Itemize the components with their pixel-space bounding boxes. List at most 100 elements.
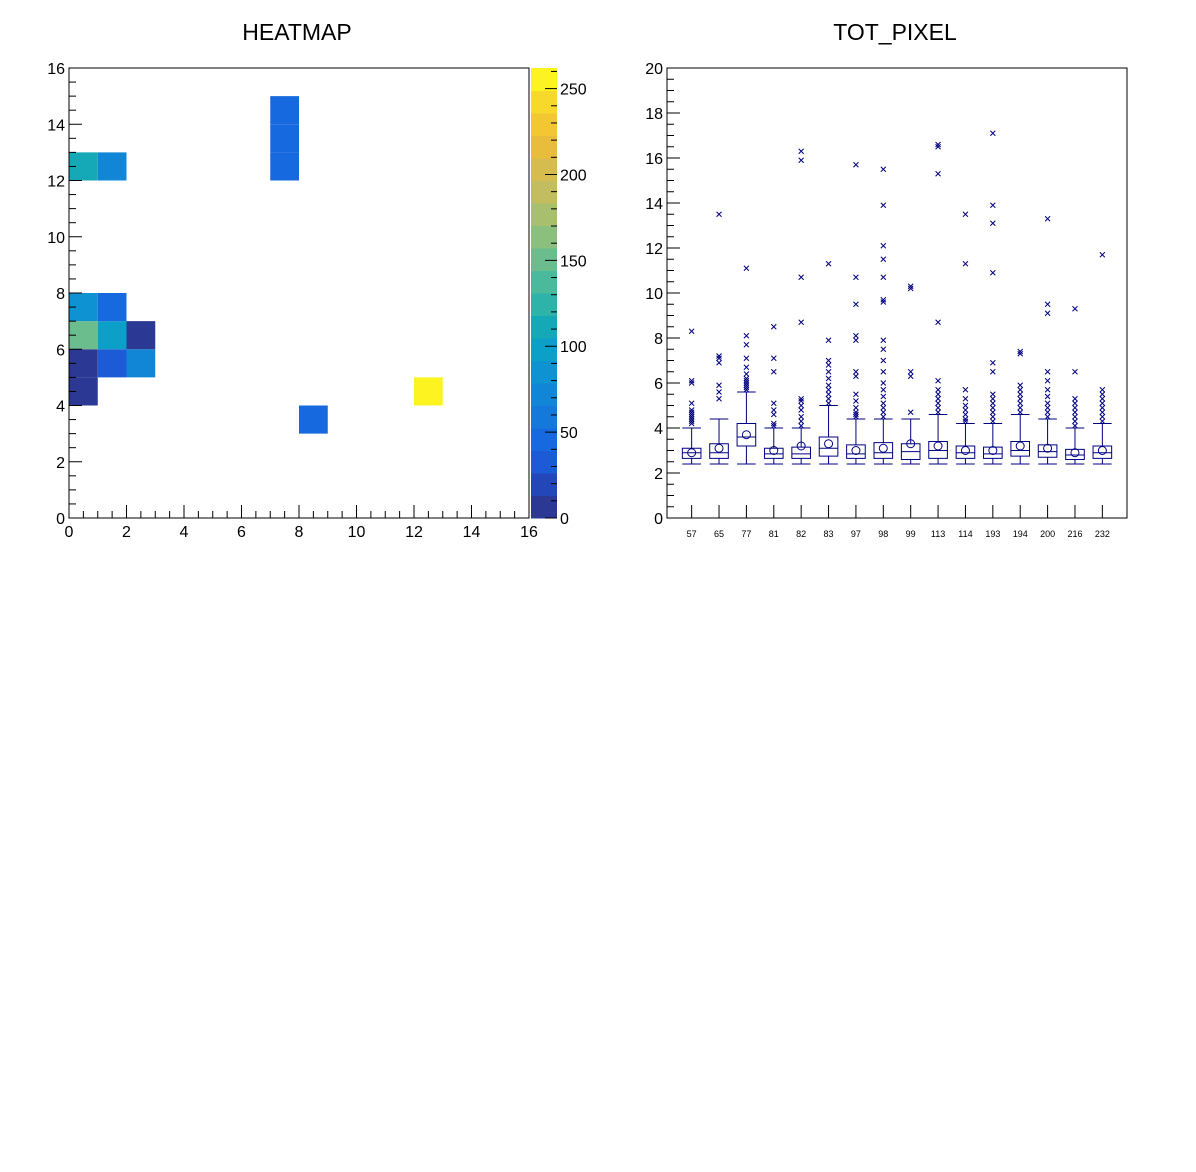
box-outlier bbox=[935, 395, 941, 402]
colorbar-segment bbox=[531, 248, 557, 271]
box-outlier bbox=[853, 398, 859, 404]
box-114 bbox=[955, 211, 976, 465]
box-outlier bbox=[880, 386, 887, 393]
box-outlier bbox=[770, 422, 777, 429]
box-65 bbox=[709, 211, 729, 465]
box-outlier bbox=[1044, 400, 1051, 407]
colorbar-segment bbox=[531, 135, 557, 159]
tot-pixel-y-tick-label: 14 bbox=[645, 196, 663, 213]
colorbar-segment bbox=[531, 495, 557, 519]
box-outlier bbox=[935, 319, 941, 326]
colorbar-segment bbox=[531, 293, 557, 316]
box-body bbox=[1010, 441, 1031, 457]
heatmap-x-tick-label: 4 bbox=[180, 524, 189, 541]
box-outlier bbox=[716, 355, 722, 362]
box-mean-marker bbox=[851, 446, 861, 455]
box-outlier bbox=[1017, 409, 1024, 416]
box-outlier bbox=[743, 377, 750, 384]
box-outlier bbox=[1017, 386, 1024, 393]
colorbar-tick-label: 0 bbox=[560, 511, 569, 528]
box-outlier bbox=[1017, 350, 1024, 357]
box-outlier bbox=[880, 299, 887, 305]
box-outlier bbox=[798, 422, 805, 429]
box-outlier bbox=[989, 202, 996, 209]
box-outlier bbox=[798, 395, 805, 402]
box-98 bbox=[873, 166, 894, 465]
box-outlier bbox=[880, 256, 887, 263]
box-194 bbox=[1010, 348, 1031, 465]
box-mean-marker bbox=[741, 430, 751, 440]
colorbar-segment bbox=[531, 158, 557, 181]
tot-pixel-y-axis: 0 2 4 6 8 10 12 14 16 18 20 bbox=[645, 61, 680, 528]
box-outlier bbox=[1099, 386, 1106, 393]
box-outlier bbox=[798, 148, 805, 155]
tot-pixel-y-tick-label: 2 bbox=[654, 466, 663, 483]
heatmap-y-tick-label: 4 bbox=[56, 399, 65, 416]
colorbar-tick-label: 150 bbox=[560, 253, 587, 270]
box-outlier bbox=[825, 382, 832, 389]
box-outlier bbox=[1017, 395, 1024, 402]
colorbar-segment bbox=[531, 225, 557, 249]
box-outlier bbox=[770, 420, 777, 427]
box-200 bbox=[1037, 215, 1058, 465]
box-body bbox=[1065, 448, 1085, 460]
box-outlier bbox=[743, 375, 750, 382]
box-outlier bbox=[743, 371, 750, 377]
box-outlier bbox=[825, 375, 832, 382]
tot-pixel-x-tick-label: 81 bbox=[769, 529, 779, 539]
tot-pixel-y-tick-label: 20 bbox=[645, 61, 663, 78]
box-outlier bbox=[716, 353, 722, 359]
box-mean-marker bbox=[988, 446, 998, 455]
box-outlier bbox=[962, 407, 969, 413]
box-mean-marker bbox=[1070, 448, 1080, 458]
heatmap-cell bbox=[414, 377, 443, 406]
box-mean-marker bbox=[878, 443, 888, 453]
heatmap-x-tick-label: 10 bbox=[348, 524, 366, 541]
heatmap-cell bbox=[97, 293, 127, 322]
box-outlier bbox=[962, 386, 969, 393]
box-113 bbox=[928, 141, 948, 465]
box-body bbox=[763, 447, 784, 459]
box-outlier bbox=[989, 413, 996, 420]
colorbar-segment bbox=[531, 90, 557, 114]
box-outlier bbox=[1017, 404, 1024, 411]
box-outlier bbox=[825, 260, 832, 267]
box-outlier bbox=[770, 368, 777, 375]
box-body bbox=[846, 444, 866, 459]
tot-pixel-x-tick-label: 83 bbox=[824, 529, 834, 539]
colorbar-segment bbox=[531, 315, 557, 339]
box-outlier bbox=[1044, 301, 1051, 308]
box-outlier bbox=[880, 413, 887, 420]
box-outlier bbox=[688, 416, 695, 422]
box-mean-marker bbox=[769, 446, 779, 455]
box-mean-marker bbox=[796, 441, 806, 451]
box-outlier bbox=[770, 355, 777, 362]
tot-pixel-y-tick-label: 4 bbox=[654, 421, 663, 438]
box-outlier bbox=[907, 373, 914, 380]
box-outlier bbox=[935, 409, 941, 416]
box-outlier bbox=[1072, 368, 1078, 375]
box-mean-marker bbox=[824, 439, 834, 449]
box-outlier bbox=[989, 368, 996, 375]
heatmap-y-tick-label: 6 bbox=[56, 342, 65, 359]
box-outlier bbox=[880, 166, 887, 173]
box-outlier bbox=[1072, 413, 1078, 420]
box-outlier bbox=[935, 404, 941, 411]
colorbar-segment bbox=[531, 68, 557, 91]
heatmap-x-axis: 0 2 4 6 8 10 12 14 16 bbox=[65, 505, 538, 541]
box-outlier bbox=[1044, 404, 1051, 411]
box-outlier bbox=[825, 362, 832, 368]
box-outlier bbox=[880, 337, 887, 344]
box-body bbox=[709, 443, 729, 459]
box-outlier bbox=[853, 391, 859, 398]
tot-pixel-x-tick-label: 99 bbox=[906, 529, 916, 539]
heatmap-panel: HEATMAP 0 2 4 6 8 10 12 14 16 0 2 4 6 8 10 12 14 16 0 50 1… bbox=[47, 19, 587, 541]
box-outlier bbox=[1044, 386, 1051, 393]
colorbar-segment bbox=[531, 180, 557, 204]
colorbar-segment bbox=[531, 383, 557, 406]
box-outlier bbox=[935, 400, 941, 407]
box-outlier bbox=[935, 377, 941, 384]
box-81 bbox=[763, 323, 784, 465]
heatmap-x-tick-label: 6 bbox=[237, 524, 246, 541]
heatmap-cell bbox=[97, 349, 127, 378]
